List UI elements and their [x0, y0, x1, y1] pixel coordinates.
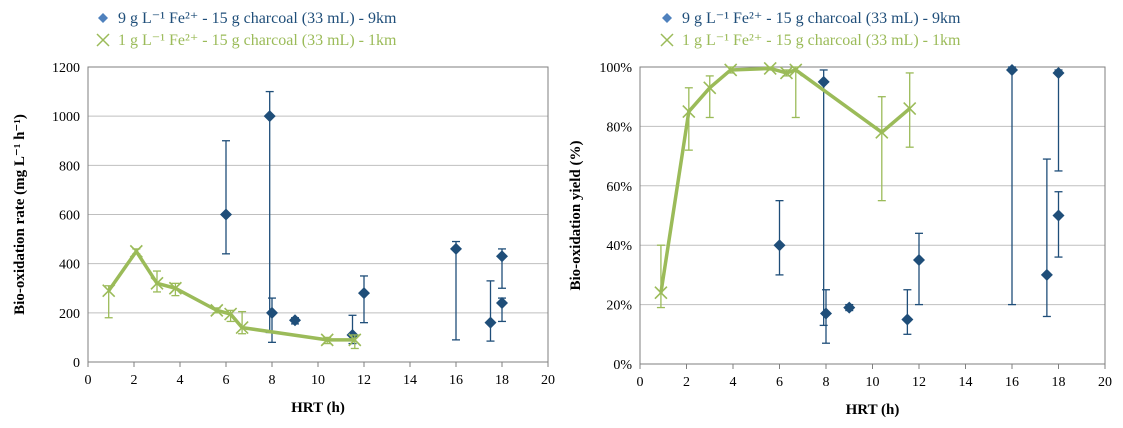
- data-point-x-marker: [789, 63, 803, 77]
- data-point-x-marker: [320, 333, 334, 347]
- data-point-x-marker: [129, 244, 143, 258]
- x-tick-label: 16: [1005, 375, 1019, 390]
- data-point-diamond-marker: [773, 239, 786, 252]
- data-point-diamond-marker: [289, 314, 301, 327]
- data-point-diamond-marker: [450, 242, 462, 255]
- data-point-x-marker: [682, 104, 696, 119]
- y-tick-label: 600: [59, 209, 80, 224]
- y-tick-label: 0: [73, 356, 80, 371]
- data-point-x-marker: [348, 333, 362, 347]
- y-axis-title: Bio-oxidation rate (mg L⁻¹ h⁻¹): [12, 114, 28, 315]
- data-point-diamond-marker: [1052, 209, 1065, 222]
- data-point-x-marker: [168, 281, 182, 295]
- data-point-x-marker: [150, 276, 164, 290]
- data-point-diamond-marker: [901, 313, 914, 326]
- x-tick-label: 12: [357, 373, 371, 388]
- x-tick-label: 6: [776, 375, 783, 390]
- legend-marker-diamond: [662, 13, 672, 23]
- x-tick-label: 0: [85, 373, 92, 388]
- x-tick-label: 4: [730, 375, 737, 390]
- data-point-x-marker: [903, 102, 917, 116]
- y-tick-label: 400: [59, 258, 80, 273]
- data-point-diamond-marker: [358, 287, 370, 300]
- x-tick-label: 6: [223, 373, 230, 388]
- data-point-x-marker: [235, 321, 249, 335]
- data-point-diamond-marker: [263, 110, 276, 123]
- data-point-x-marker: [724, 63, 738, 77]
- data-point-x-marker: [763, 61, 777, 76]
- x-tick-label: 2: [683, 375, 690, 390]
- legend-marker-x: [96, 33, 110, 47]
- data-point-diamond-marker: [496, 250, 508, 263]
- legend-entry-label: 1 g L⁻¹ Fe²⁺ - 15 g charcoal (33 mL) - 1…: [118, 32, 397, 49]
- data-point-x-marker: [703, 81, 717, 95]
- y-tick-label: 80%: [606, 120, 632, 135]
- legend-marker-diamond: [98, 13, 108, 23]
- x-tick-label: 18: [495, 373, 509, 388]
- x-tick-label: 4: [177, 373, 184, 388]
- x-tick-label: 12: [912, 375, 926, 390]
- x-axis-title: HRT (h): [291, 400, 345, 416]
- x-tick-label: 14: [959, 375, 973, 390]
- y-tick-label: 60%: [606, 180, 632, 195]
- data-point-x-marker: [102, 284, 116, 298]
- x-tick-label: 2: [131, 373, 138, 388]
- y-tick-label: 0%: [613, 358, 632, 373]
- y-tick-label: 200: [59, 307, 80, 322]
- left-chart-panel: 0 200 400 600 800 1000 1200 0 2 4 6 8 10 12 14 16 18 20 HR…: [0, 0, 561, 428]
- data-point-diamond-marker: [913, 254, 925, 267]
- y-tick-label: 1000: [52, 110, 80, 125]
- data-point-x-marker: [654, 286, 668, 300]
- y-tick-label: 20%: [606, 299, 632, 314]
- data-point-diamond-marker: [220, 208, 232, 221]
- data-point-diamond-marker: [817, 75, 830, 88]
- data-point-diamond-marker: [843, 301, 856, 314]
- legend-marker-x: [660, 33, 674, 47]
- x-tick-label: 18: [1052, 375, 1066, 390]
- y-tick-label: 40%: [606, 239, 632, 254]
- x-tick-label: 16: [449, 373, 463, 388]
- data-point-diamond-marker: [1052, 66, 1065, 79]
- x-tick-label: 10: [311, 373, 325, 388]
- data-point-x-marker: [224, 307, 238, 321]
- data-point-diamond-marker: [820, 307, 832, 320]
- legend-entry-label: 9 g L⁻¹ Fe²⁺ - 15 g charcoal (33 mL) - 9…: [682, 10, 961, 27]
- x-tick-label: 10: [866, 375, 880, 390]
- series-line-1km: [107, 249, 355, 342]
- bio-oxidation-rate-chart: 0 200 400 600 800 1000 1200 0 2 4 6 8 10 12 14 16 18 20 HR…: [12, 10, 555, 416]
- data-point-x-marker: [875, 125, 889, 139]
- x-tick-label: 8: [823, 375, 830, 390]
- data-point-diamond-marker: [1006, 63, 1018, 76]
- y-tick-label: 1200: [52, 61, 80, 76]
- data-point-diamond-marker: [484, 316, 497, 329]
- bio-oxidation-yield-chart: 0% 20% 40% 60% 80% 100% 0 2 4 6 8 10 12 14 16 18 20 HRT (…: [568, 10, 1112, 418]
- x-tick-label: 8: [269, 373, 276, 388]
- data-point-diamond-marker: [496, 297, 508, 309]
- x-axis-title: HRT (h): [846, 402, 900, 418]
- y-axis-title: Bio-oxidation yield (%): [568, 140, 584, 290]
- data-point-x-marker: [779, 66, 794, 80]
- x-tick-label: 20: [541, 373, 555, 388]
- series-line-1km: [659, 66, 911, 293]
- data-point-diamond-marker: [1040, 268, 1053, 281]
- right-chart-panel: 0% 20% 40% 60% 80% 100% 0 2 4 6 8 10 12 14 16 18 20 HRT (…: [562, 0, 1123, 428]
- data-point-x-marker: [210, 303, 224, 317]
- legend-entry-label: 1 g L⁻¹ Fe²⁺ - 15 g charcoal (33 mL) - 1…: [682, 32, 961, 49]
- x-tick-label: 20: [1098, 375, 1112, 390]
- data-point-diamond-marker: [266, 306, 278, 319]
- x-tick-label: 14: [403, 373, 417, 388]
- y-tick-label: 800: [59, 159, 80, 174]
- y-tick-label: 100%: [599, 61, 632, 76]
- x-tick-label: 0: [637, 375, 644, 390]
- legend-entry-label: 9 g L⁻¹ Fe²⁺ - 15 g charcoal (33 mL) - 9…: [118, 10, 397, 27]
